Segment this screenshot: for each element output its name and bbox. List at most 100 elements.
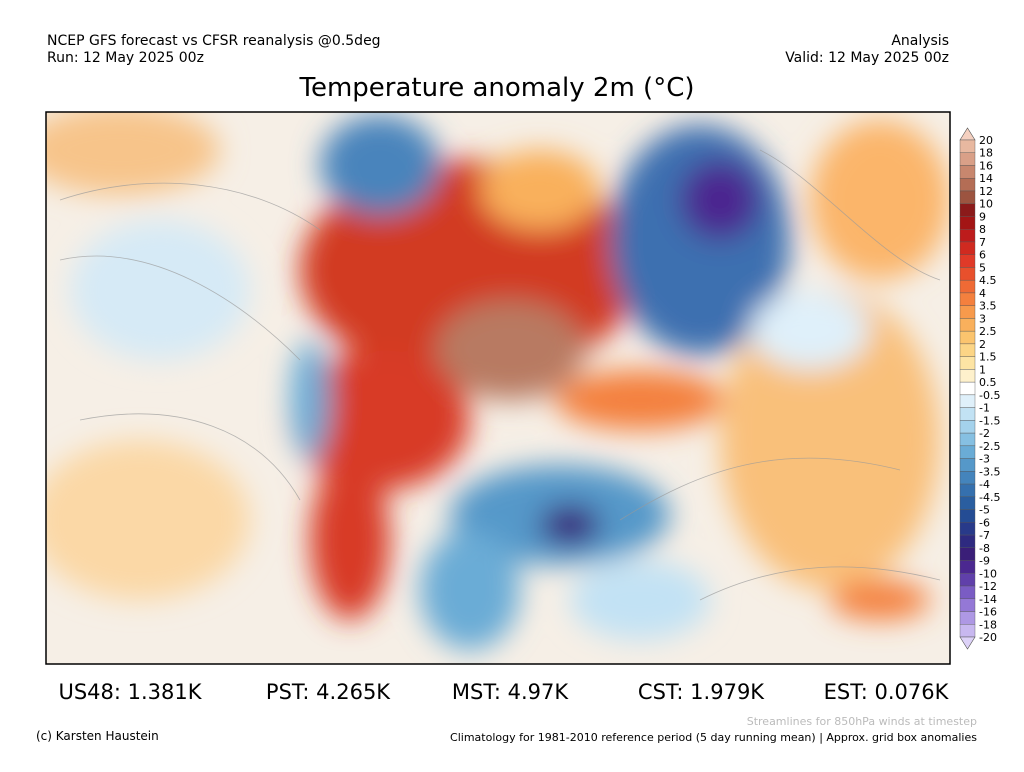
colorbar-label: 1	[979, 363, 986, 376]
header-line: NCEP GFS forecast vs CFSR reanalysis @0.…	[47, 33, 381, 49]
colorbar-box	[959, 139, 976, 153]
colorbar-label: -20	[979, 631, 997, 644]
colorbar-label: -6	[979, 516, 990, 529]
colorbar-label: 6	[979, 249, 986, 262]
colorbar-box	[959, 598, 976, 612]
colorbar-box	[959, 624, 976, 638]
colorbar-box	[959, 152, 976, 166]
colorbar-box	[959, 279, 976, 294]
colorbar-label: 9	[979, 210, 986, 223]
colorbar-box	[959, 267, 976, 281]
colorbar-box	[959, 394, 976, 408]
colorbar-box	[959, 458, 976, 472]
colorbar-box	[959, 560, 976, 574]
colorbar-label: -1	[979, 402, 990, 415]
colorbar-box	[959, 190, 976, 204]
colorbar-label: 16	[979, 159, 993, 172]
colorbar-box	[959, 432, 976, 447]
colorbar-label: -16	[979, 606, 997, 619]
colorbar-box	[959, 292, 976, 306]
colorbar-box	[959, 534, 976, 548]
colorbar-box	[959, 496, 976, 510]
streamlines	[59, 149, 941, 601]
colorbar-box	[959, 381, 976, 396]
colorbar-label: -1.5	[979, 414, 1000, 427]
colorbar-label: 4.5	[979, 274, 997, 287]
credit: (c) Karsten Haustein	[36, 729, 159, 743]
colorbar-box	[959, 241, 976, 255]
colorbar: 201816141210987654.543.532.521.510.5-0.5…	[959, 127, 1000, 650]
colorbar-label: 3	[979, 312, 986, 325]
colorbar-label: 3.5	[979, 300, 997, 313]
colorbar-label: 5	[979, 261, 986, 274]
colorbar-label: -18	[979, 618, 997, 631]
colorbar-label: -3	[979, 453, 990, 466]
colorbar-label: 14	[979, 172, 993, 185]
stat: CST: 1.979K	[638, 680, 765, 704]
colorbar-box	[959, 471, 976, 485]
colorbar-label: 7	[979, 236, 986, 249]
colorbar-label: -7	[979, 529, 990, 542]
colorbar-label: 12	[979, 185, 993, 198]
colorbar-label: 0.5	[979, 376, 997, 389]
colorbar-label: 10	[979, 198, 993, 211]
colorbar-box	[959, 330, 976, 345]
colorbar-box	[959, 369, 976, 383]
colorbar-box	[959, 305, 976, 319]
stat: EST: 0.076K	[824, 680, 950, 704]
colorbar-label: -2	[979, 427, 990, 440]
streamline-note: Streamlines for 850hPa winds at timestep	[747, 715, 977, 728]
colorbar-box	[959, 229, 976, 243]
colorbar-box	[959, 509, 976, 523]
colorbar-triangle	[959, 636, 976, 650]
colorbar-label: 2	[979, 338, 986, 351]
colorbar-label: -3.5	[979, 465, 1000, 478]
colorbar-box	[959, 343, 976, 357]
colorbar-label: -4.5	[979, 491, 1000, 504]
colorbar-box	[959, 178, 976, 192]
map-frame	[45, 111, 951, 665]
colorbar-label: -8	[979, 542, 990, 555]
colorbar-box	[959, 585, 976, 599]
colorbar-box	[959, 445, 976, 459]
colorbar-label: 2.5	[979, 325, 997, 338]
stat: PST: 4.265K	[266, 680, 391, 704]
header-line: Valid: 12 May 2025 00z	[785, 50, 949, 66]
colorbar-box	[959, 573, 976, 587]
colorbar-label: -9	[979, 555, 990, 568]
colorbar-label: 18	[979, 147, 993, 160]
colorbar-box	[959, 547, 976, 561]
climatology-note: Climatology for 1981-2010 reference peri…	[450, 731, 977, 744]
colorbar-label: -5	[979, 504, 990, 517]
colorbar-label: -4	[979, 478, 990, 491]
colorbar-box	[959, 522, 976, 536]
colorbar-label: -10	[979, 567, 997, 580]
colorbar-box	[959, 483, 976, 498]
colorbar-label: 20	[979, 134, 993, 147]
colorbar-box	[959, 203, 976, 217]
anomaly-field	[46, 112, 950, 650]
colorbar-label: 1.5	[979, 351, 997, 364]
colorbar-label: -14	[979, 593, 997, 606]
colorbar-box	[959, 356, 976, 370]
colorbar-label: 8	[979, 223, 986, 236]
colorbar-label: -2.5	[979, 440, 1000, 453]
map	[46, 112, 950, 664]
colorbar-box	[959, 407, 976, 421]
colorbar-box	[959, 611, 976, 625]
header-line: Analysis	[891, 33, 949, 49]
colorbar-box	[959, 254, 976, 268]
colorbar-box	[959, 318, 976, 332]
colorbar-label: 4	[979, 287, 986, 300]
map-title: Temperature anomaly 2m (°C)	[299, 73, 695, 103]
header-line: Run: 12 May 2025 00z	[47, 50, 204, 66]
colorbar-box	[959, 216, 976, 230]
colorbar-label: -12	[979, 580, 997, 593]
colorbar-triangle	[959, 127, 976, 141]
stat: US48: 1.381K	[58, 680, 202, 704]
colorbar-box	[959, 420, 976, 434]
colorbar-label: -0.5	[979, 389, 1000, 402]
colorbar-box	[959, 165, 976, 179]
stat: MST: 4.97K	[452, 680, 569, 704]
